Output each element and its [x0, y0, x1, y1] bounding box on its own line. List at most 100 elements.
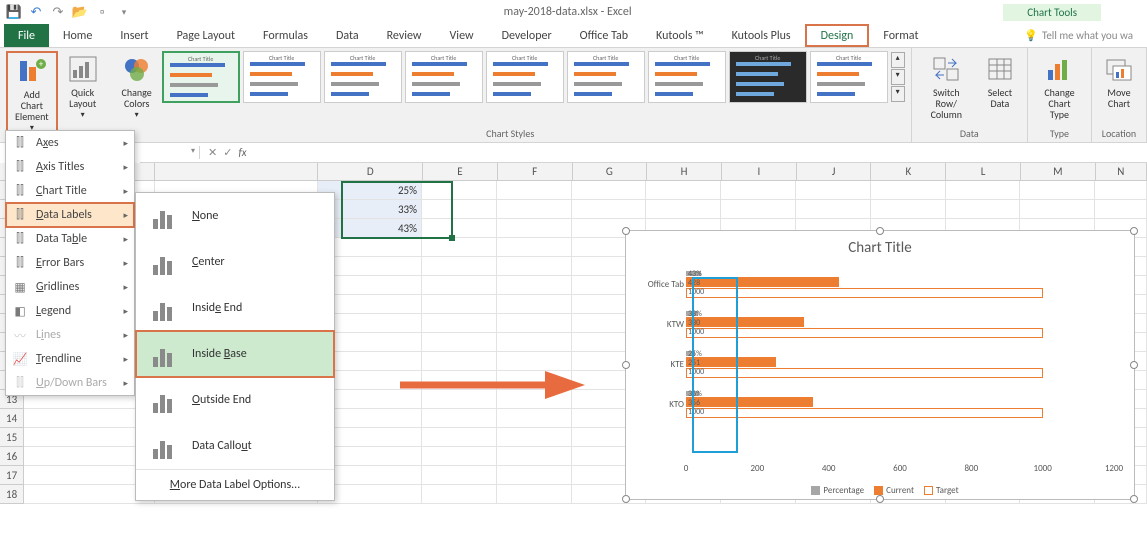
fill-handle[interactable] — [449, 235, 455, 241]
cell[interactable] — [497, 200, 572, 219]
menu-item-trendline[interactable]: 📈Trendline▸ — [6, 347, 134, 371]
change-colors-button[interactable]: Change Colors ▾ — [116, 51, 158, 122]
column-header[interactable]: G — [573, 163, 648, 181]
menu-item-data-table[interactable]: ⫿⫿Data Table▸ — [6, 227, 134, 251]
cell[interactable] — [422, 428, 497, 447]
cell[interactable] — [422, 295, 497, 314]
cell[interactable] — [721, 200, 796, 219]
menu-item-axes[interactable]: ⫿⫿Axes▸ — [6, 131, 134, 155]
tab-kutools-plus[interactable]: Kutools Plus — [718, 24, 805, 47]
submenu-item-none[interactable]: None — [136, 193, 334, 239]
row-header[interactable]: 15 — [0, 428, 24, 447]
chart-style-thumbnail[interactable]: Chart Title — [567, 51, 645, 103]
tab-developer[interactable]: Developer — [488, 24, 566, 47]
column-header[interactable]: L — [946, 163, 1021, 181]
row-header[interactable]: 17 — [0, 466, 24, 485]
gallery-scroll-down-icon[interactable]: ▾ — [891, 69, 905, 85]
switch-row-column-button[interactable]: Switch Row/ Column — [918, 51, 975, 122]
cell[interactable] — [572, 200, 647, 219]
cell[interactable] — [946, 200, 1021, 219]
menu-item-axis-titles[interactable]: ⫿⫿Axis Titles▸ — [6, 155, 134, 179]
tab-office-tab[interactable]: Office Tab — [566, 24, 642, 47]
tell-me[interactable]: 💡Tell me what you wa — [1010, 24, 1147, 47]
menu-item-chart-title[interactable]: ⫿⫿Chart Title▸ — [6, 179, 134, 203]
cell[interactable] — [497, 276, 572, 295]
cell[interactable] — [422, 447, 497, 466]
cell[interactable] — [497, 333, 572, 352]
submenu-item-data-callout[interactable]: Data Callout — [136, 423, 334, 469]
menu-item-data-labels[interactable]: ⫿⫿Data Labels▸ — [6, 203, 134, 227]
tab-formulas[interactable]: Formulas — [249, 24, 322, 47]
chart-style-thumbnail[interactable]: Chart Title — [162, 51, 240, 103]
submenu-item-inside-end[interactable]: Inside End — [136, 285, 334, 331]
row-header[interactable]: 16 — [0, 447, 24, 466]
chart-style-thumbnail[interactable]: Chart Title — [729, 51, 807, 103]
cell[interactable] — [422, 200, 497, 219]
more-data-label-options[interactable]: More Data Label Options... — [136, 469, 334, 500]
chart-style-thumbnail[interactable]: Chart Title — [324, 51, 402, 103]
cell[interactable] — [646, 181, 721, 200]
select-data-button[interactable]: Select Data — [979, 51, 1021, 111]
name-box[interactable]: ▾ — [140, 146, 200, 159]
cell[interactable] — [1095, 181, 1147, 200]
cell[interactable] — [422, 238, 497, 257]
cell[interactable] — [572, 181, 647, 200]
menu-item-gridlines[interactable]: ▦Gridlines▸ — [6, 275, 134, 299]
tab-file[interactable]: File — [4, 24, 49, 47]
column-header[interactable]: N — [1096, 163, 1147, 181]
open-icon[interactable]: 📂 — [72, 4, 88, 20]
submenu-item-outside-end[interactable]: Outside End — [136, 377, 334, 423]
chart-bar[interactable] — [686, 328, 1043, 338]
cell[interactable] — [422, 485, 497, 504]
tab-kutools[interactable]: Kutools ™ — [642, 24, 718, 47]
column-header[interactable]: F — [498, 163, 573, 181]
chart-title[interactable]: Chart Title — [626, 231, 1134, 261]
tab-home[interactable]: Home — [49, 24, 106, 47]
cell[interactable] — [646, 200, 721, 219]
tab-view[interactable]: View — [436, 24, 488, 47]
cell[interactable] — [1020, 181, 1095, 200]
cell[interactable] — [422, 181, 497, 200]
cancel-icon[interactable]: ✕ — [208, 146, 217, 159]
column-header[interactable]: K — [871, 163, 946, 181]
chart-style-thumbnail[interactable]: Chart Title — [243, 51, 321, 103]
cell[interactable] — [497, 485, 572, 504]
row-header[interactable]: 14 — [0, 409, 24, 428]
chart-legend[interactable]: PercentageCurrentTarget — [626, 485, 1134, 496]
column-header[interactable]: M — [1021, 163, 1096, 181]
submenu-item-center[interactable]: Center — [136, 239, 334, 285]
column-header[interactable]: I — [722, 163, 797, 181]
cell[interactable] — [497, 257, 572, 276]
cell[interactable] — [422, 466, 497, 485]
cell[interactable] — [422, 409, 497, 428]
cell[interactable] — [497, 409, 572, 428]
chart-style-thumbnail[interactable]: Chart Title — [405, 51, 483, 103]
save-icon[interactable]: 💾 — [6, 4, 22, 20]
redo-icon[interactable]: ↷ — [50, 4, 66, 20]
column-header[interactable]: E — [423, 163, 498, 181]
cell[interactable] — [1095, 200, 1147, 219]
cell[interactable] — [871, 200, 946, 219]
undo-icon[interactable]: ↶ — [28, 4, 44, 20]
tab-review[interactable]: Review — [373, 24, 436, 47]
cell[interactable] — [497, 314, 572, 333]
chart-bar[interactable] — [686, 288, 1043, 298]
submenu-item-inside-base[interactable]: Inside Base — [136, 331, 334, 377]
quick-layout-button[interactable]: Quick Layout ▾ — [62, 51, 104, 122]
gallery-more-icon[interactable]: ▾ — [891, 86, 905, 102]
cell[interactable] — [1020, 200, 1095, 219]
cell[interactable] — [497, 238, 572, 257]
enter-icon[interactable]: ✓ — [223, 146, 232, 159]
new-icon[interactable]: ▫ — [94, 4, 110, 20]
column-header[interactable]: H — [647, 163, 722, 181]
tab-format[interactable]: Format — [869, 24, 932, 47]
chart-plot-area[interactable]: Office Tab43%4281000KTW33%3301000KTE25%2… — [686, 265, 1114, 435]
cell[interactable] — [946, 181, 1021, 200]
cell[interactable] — [796, 181, 871, 200]
chart-style-thumbnail[interactable]: Chart Title — [648, 51, 726, 103]
menu-item-legend[interactable]: ◧Legend▸ — [6, 299, 134, 323]
tab-page-layout[interactable]: Page Layout — [163, 24, 249, 47]
tab-data[interactable]: Data — [322, 24, 373, 47]
add-chart-element-button[interactable]: + Add Chart Element ▾ — [6, 51, 58, 137]
cell[interactable] — [721, 181, 796, 200]
